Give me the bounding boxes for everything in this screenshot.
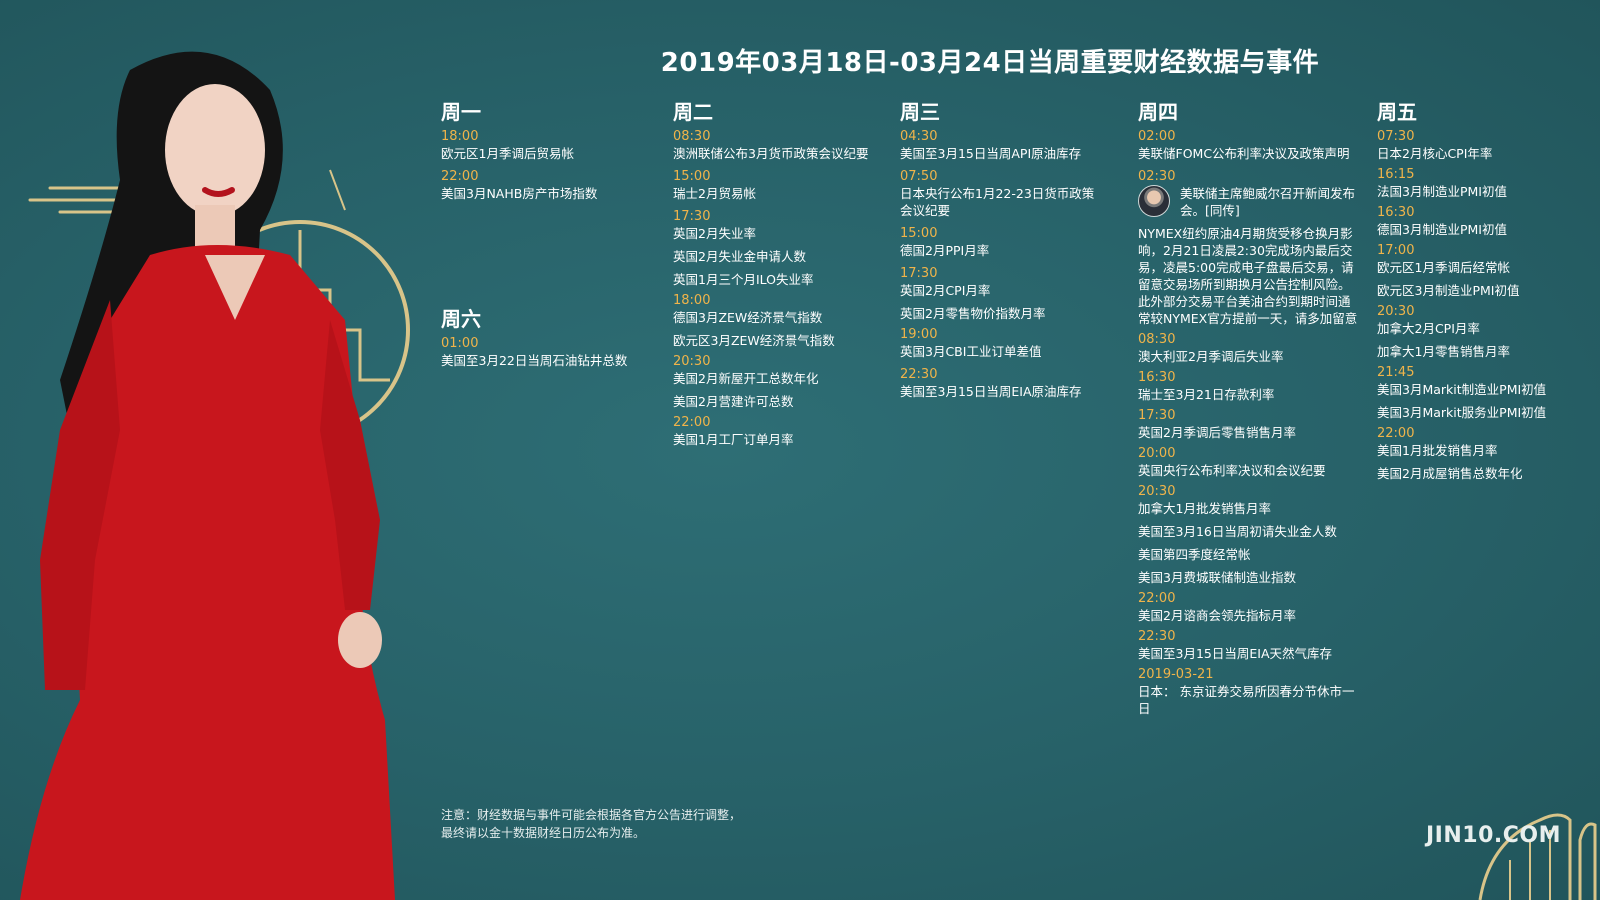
event-item: 欧元区3月制造业PMI初值 <box>1377 283 1520 298</box>
event-item: 澳大利亚2月季调后失业率 <box>1138 349 1284 364</box>
event-item: 美国至3月15日当周EIA天然气库存 <box>1138 646 1332 661</box>
day-column-thu: 周四 02:00 美联储FOMC公布利率决议及政策声明 02:30 美联储主席鲍… <box>1138 100 1358 723</box>
event-item: 澳洲联储公布3月货币政策会议纪要 <box>673 146 869 161</box>
event-time: 19:00 <box>900 327 938 342</box>
event-time: 17:30 <box>900 266 938 281</box>
event-time: 22:30 <box>1138 629 1176 644</box>
event-item: 加拿大1月零售销售月率 <box>1377 344 1510 359</box>
event-item: 美国至3月15日当周API原油库存 <box>900 146 1082 161</box>
event-time: 18:00 <box>441 129 479 144</box>
event-time: 08:30 <box>673 129 711 144</box>
event-item: NYMEX纽约原油4月期货受移仓换月影响，2月21日凌晨2:30完成场内最后交易… <box>1138 226 1358 326</box>
event-item: 瑞士至3月21日存款利率 <box>1138 387 1275 402</box>
event-time: 20:30 <box>1377 304 1415 319</box>
event-time: 2019-03-21 <box>1138 667 1214 682</box>
disclaimer-line: 注意：财经数据与事件可能会根据各官方公告进行调整， <box>441 808 742 822</box>
event-item: 美国至3月16日当周初请失业金人数 <box>1138 524 1337 539</box>
event-item: 日本央行公布1月22-23日货币政策会议纪要 <box>900 186 1095 218</box>
gold-ornament-decoration <box>1478 813 1597 900</box>
event-time: 02:00 <box>1138 129 1176 144</box>
event-item: 美国2月成屋销售总数年化 <box>1377 466 1523 481</box>
event-time: 15:00 <box>673 169 711 184</box>
event-time: 04:30 <box>900 129 938 144</box>
event-with-avatar: 美联储主席鲍威尔召开新闻发布会。[同传] <box>1138 185 1358 219</box>
avatar <box>1138 185 1170 217</box>
event-time: 21:45 <box>1377 365 1415 380</box>
event-item: 欧元区3月ZEW经济景气指数 <box>673 333 835 348</box>
event-item: 美国2月谘商会领先指标月率 <box>1138 608 1296 623</box>
event-item: 美联储FOMC公布利率决议及政策声明 <box>1138 146 1350 161</box>
day-heading: 周二 <box>673 100 713 124</box>
event-time: 22:00 <box>1377 426 1415 441</box>
event-item: 法国3月制造业PMI初值 <box>1377 184 1507 199</box>
dragonfly-icon <box>329 169 346 211</box>
event-item: 德国2月PPI月率 <box>900 243 990 258</box>
brand-logo: JIN10.COM <box>1426 823 1561 848</box>
day-column-fri: 周五 07:30 日本2月核心CPI年率 16:15 法国3月制造业PMI初值 … <box>1377 100 1587 488</box>
event-item: 美国1月工厂订单月率 <box>673 432 794 447</box>
event-item: 欧元区1月季调后经常帐 <box>1377 260 1510 275</box>
event-time: 17:30 <box>1138 408 1176 423</box>
event-item: 英国2月失业金申请人数 <box>673 249 806 264</box>
day-heading: 周五 <box>1377 100 1417 124</box>
event-time: 08:30 <box>1138 332 1176 347</box>
day-column-sat: 周六 01:00 美国至3月22日当周石油钻井总数 <box>441 307 661 375</box>
event-item: 美国至3月22日当周石油钻井总数 <box>441 353 628 368</box>
event-item: 美国至3月15日当周EIA原油库存 <box>900 384 1082 399</box>
disclaimer-note: 注意：财经数据与事件可能会根据各官方公告进行调整， 最终请以金十数据财经日历公布… <box>441 806 741 842</box>
event-time: 18:00 <box>673 293 711 308</box>
event-item: 加拿大2月CPI月率 <box>1377 321 1480 336</box>
event-item: 德国3月ZEW经济景气指数 <box>673 310 823 325</box>
day-heading: 周一 <box>441 100 481 124</box>
event-item: 英国3月CBI工业订单差值 <box>900 344 1042 359</box>
day-heading: 周三 <box>900 100 940 124</box>
event-time: 07:50 <box>900 169 938 184</box>
event-item: 美国3月Markit制造业PMI初值 <box>1377 382 1547 397</box>
event-time: 20:00 <box>1138 446 1176 461</box>
event-item: 美国2月营建许可总数 <box>673 394 794 409</box>
event-item: 英国2月季调后零售销售月率 <box>1138 425 1296 440</box>
day-heading: 周六 <box>441 307 481 331</box>
disclaimer-line: 最终请以金十数据财经日历公布为准。 <box>441 826 646 840</box>
day-column-tue: 周二 08:30 澳洲联储公布3月货币政策会议纪要 15:00 瑞士2月贸易帐 … <box>673 100 873 454</box>
event-time: 16:15 <box>1377 167 1415 182</box>
event-item: 欧元区1月季调后贸易帐 <box>441 146 574 161</box>
event-time: 22:00 <box>673 415 711 430</box>
page-title: 2019年03月18日-03月24日当周重要财经数据与事件 <box>660 48 1320 78</box>
event-item: 美国3月Markit服务业PMI初值 <box>1377 405 1547 420</box>
day-column-mon: 周一 18:00 欧元区1月季调后贸易帐 22:00 美国3月NAHB房产市场指… <box>441 100 651 208</box>
event-item: 美国第四季度经常帐 <box>1138 547 1251 562</box>
event-item: 英国2月零售物价指数月率 <box>900 306 1046 321</box>
event-time: 16:30 <box>1377 205 1415 220</box>
model-illustration <box>20 51 410 900</box>
event-time: 20:30 <box>673 354 711 369</box>
event-item: 美国3月NAHB房产市场指数 <box>441 186 598 201</box>
event-time: 17:30 <box>673 209 711 224</box>
day-heading: 周四 <box>1138 100 1178 124</box>
event-time: 16:30 <box>1138 370 1176 385</box>
event-item: 英国2月失业率 <box>673 226 756 241</box>
event-item: 美国1月批发销售月率 <box>1377 443 1498 458</box>
event-item: 美国3月费城联储制造业指数 <box>1138 570 1296 585</box>
event-time: 22:00 <box>441 169 479 184</box>
event-item: 美国2月新屋开工总数年化 <box>673 371 819 386</box>
event-item: 德国3月制造业PMI初值 <box>1377 222 1507 237</box>
day-column-wed: 周三 04:30 美国至3月15日当周API原油库存 07:50 日本央行公布1… <box>900 100 1105 406</box>
event-time: 17:00 <box>1377 243 1415 258</box>
event-item: 美联储主席鲍威尔召开新闻发布会。[同传] <box>1180 186 1356 218</box>
event-item: 英国央行公布利率决议和会议纪要 <box>1138 463 1326 478</box>
event-time: 01:00 <box>441 336 479 351</box>
event-time: 07:30 <box>1377 129 1415 144</box>
event-item: 日本： 东京证券交易所因春分节休市一日 <box>1138 684 1355 716</box>
event-time: 20:30 <box>1138 484 1176 499</box>
event-time: 02:30 <box>1138 169 1176 184</box>
event-item: 瑞士2月贸易帐 <box>673 186 756 201</box>
event-item: 日本2月核心CPI年率 <box>1377 146 1493 161</box>
event-item: 英国2月CPI月率 <box>900 283 991 298</box>
event-time: 15:00 <box>900 226 938 241</box>
event-item: 加拿大1月批发销售月率 <box>1138 501 1271 516</box>
event-time: 22:30 <box>900 367 938 382</box>
event-item: 英国1月三个月ILO失业率 <box>673 272 814 287</box>
event-time: 22:00 <box>1138 591 1176 606</box>
